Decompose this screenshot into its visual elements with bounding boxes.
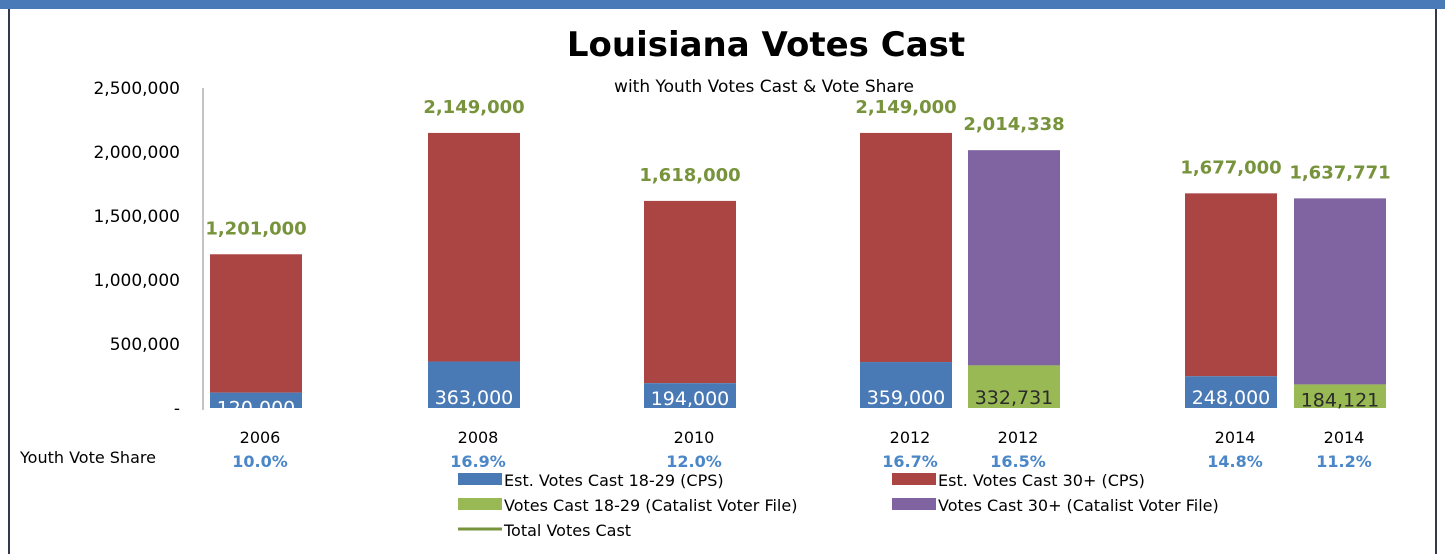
legend-label: Votes Cast 18-29 (Catalist Voter File) xyxy=(504,496,797,515)
top-accent-bar xyxy=(0,0,1445,9)
legend-swatch xyxy=(458,473,502,485)
y-tick-label: 500,000 xyxy=(110,335,180,355)
youth-share-label: Youth Vote Share xyxy=(19,448,156,467)
total-value-label: 1,677,000 xyxy=(1180,157,1281,178)
legend-label: Votes Cast 30+ (Catalist Voter File) xyxy=(938,496,1219,515)
chart-subtitle: with Youth Votes Cast & Vote Share xyxy=(614,77,914,97)
legend-label: Total Votes Cast xyxy=(503,521,631,540)
chart-title: Louisiana Votes Cast xyxy=(567,25,965,65)
youth-value-label: 363,000 xyxy=(435,387,514,409)
x-category-label: 2010 xyxy=(674,428,715,447)
youth-value-label: 194,000 xyxy=(651,388,730,410)
x-category-label: 2012 xyxy=(890,428,931,447)
bar-youth-segment xyxy=(644,383,736,408)
youth-value-label: 359,000 xyxy=(867,387,946,409)
legend-label: Est. Votes Cast 30+ (CPS) xyxy=(938,471,1145,490)
bar-youth-segment xyxy=(860,362,952,408)
legend-label: Est. Votes Cast 18-29 (CPS) xyxy=(504,471,724,490)
legend-item: Votes Cast 30+ (Catalist Voter File) xyxy=(892,496,1219,515)
legend-item: Total Votes Cast xyxy=(458,521,631,540)
x-category-label: 2014 xyxy=(1215,428,1256,447)
bar-youth-segment xyxy=(968,365,1060,408)
total-value-label: 1,201,000 xyxy=(205,218,306,239)
y-tick-label: 2,000,000 xyxy=(93,143,180,163)
youth-value-label: 184,121 xyxy=(1301,389,1380,411)
total-value-label: 1,637,771 xyxy=(1289,162,1390,183)
bars xyxy=(210,132,1386,408)
bar-older-segment xyxy=(210,254,302,393)
youth-value-label: 248,000 xyxy=(1192,387,1271,409)
legend: Est. Votes Cast 18-29 (CPS) Est. Votes Ca… xyxy=(458,471,1219,540)
x-axis-categories: 2006 2008 2010 2012 2012 2014 2014 xyxy=(240,428,1365,447)
x-category-label: 2014 xyxy=(1324,428,1365,447)
legend-item: Est. Votes Cast 30+ (CPS) xyxy=(892,471,1145,490)
youth-share-value: 10.0% xyxy=(232,452,288,471)
youth-value-label: 120,000 xyxy=(217,398,296,420)
youth-share-value: 16.9% xyxy=(450,452,506,471)
youth-share-value: 16.5% xyxy=(990,452,1046,471)
bar-older-segment xyxy=(860,132,952,363)
bar-youth-segment xyxy=(210,392,302,408)
y-tick-label: - xyxy=(174,399,180,419)
bar-older-segment xyxy=(1185,193,1277,377)
chart-frame xyxy=(8,9,1437,554)
legend-swatch xyxy=(892,498,936,510)
data-labels: 120,000 1,201,000 363,000 2,149,000 194,000 1… xyxy=(205,97,1390,420)
total-value-label: 2,149,000 xyxy=(855,97,956,118)
y-axis-ticks: 2,500,000 2,000,000 1,500,000 1,000,000 500,… xyxy=(93,79,180,419)
youth-value-label: 332,731 xyxy=(975,387,1054,409)
youth-share-value: 12.0% xyxy=(666,452,722,471)
youth-share-values: 10.0% 16.9% 12.0% 16.7% 16.5% 14.8% 11.2% xyxy=(232,452,1372,471)
youth-share-value: 14.8% xyxy=(1207,452,1263,471)
total-value-label: 1,618,000 xyxy=(639,165,740,186)
y-tick-label: 2,500,000 xyxy=(93,79,180,99)
total-value-label: 2,014,338 xyxy=(963,114,1064,135)
x-category-label: 2012 xyxy=(998,428,1039,447)
legend-swatch xyxy=(458,498,502,510)
y-tick-label: 1,500,000 xyxy=(93,207,180,227)
bar-older-segment xyxy=(1294,198,1386,385)
legend-item: Votes Cast 18-29 (Catalist Voter File) xyxy=(458,496,797,515)
youth-share-value: 16.7% xyxy=(882,452,938,471)
bar-older-segment xyxy=(428,132,520,362)
bar-youth-segment xyxy=(1185,376,1277,408)
y-tick-label: 1,000,000 xyxy=(93,271,180,291)
bar-older-segment xyxy=(644,200,736,384)
bar-youth-segment xyxy=(428,361,520,408)
bar-youth-segment xyxy=(1294,384,1386,408)
total-value-label: 2,149,000 xyxy=(423,97,524,118)
bar-older-segment xyxy=(968,150,1060,366)
legend-item: Est. Votes Cast 18-29 (CPS) xyxy=(458,471,724,490)
youth-share-value: 11.2% xyxy=(1316,452,1372,471)
x-category-label: 2006 xyxy=(240,428,281,447)
x-category-label: 2008 xyxy=(458,428,499,447)
legend-swatch xyxy=(892,473,936,485)
